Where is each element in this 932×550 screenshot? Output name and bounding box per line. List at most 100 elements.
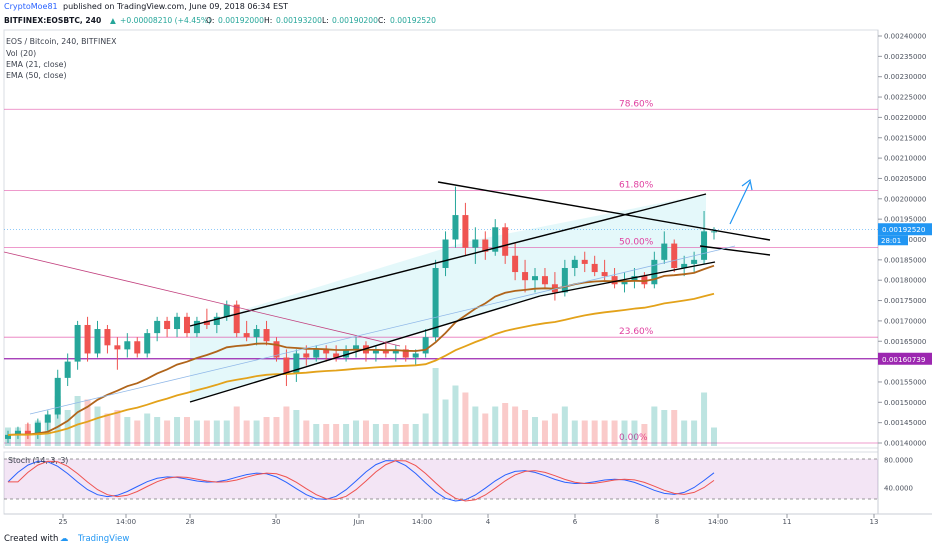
candle-body [183, 316, 190, 334]
volume-bar [611, 420, 618, 446]
volume-bar [402, 424, 409, 446]
volume-bar [661, 410, 668, 446]
time-tick-label: 30 [272, 518, 281, 526]
candle-body [432, 267, 439, 338]
time-tick-label: 14:00 [412, 518, 432, 526]
price-tick-label: 0.00150000 [884, 399, 926, 407]
volume-bar [691, 420, 698, 446]
ema50-line [7, 292, 715, 436]
volume-bar [273, 417, 280, 446]
candle-body [193, 320, 200, 334]
candle-body [382, 349, 389, 354]
volume-bar [631, 420, 638, 446]
price-tick-label: 0.00210000 [884, 155, 926, 163]
price-tick-label: 0.00225000 [884, 94, 926, 102]
volume-bar [134, 420, 141, 446]
volume-bar [621, 420, 628, 446]
pane-overlay [4, 30, 878, 448]
candle-body [104, 329, 111, 346]
volume-bar [154, 417, 161, 446]
wedge-tip-line [699, 245, 771, 256]
volume-bar [492, 406, 499, 446]
volume-bar [711, 427, 717, 446]
footer: Created with ☁ TradingView [0, 528, 932, 550]
price-tick-label: 0.00155000 [884, 378, 926, 386]
price-tick-label: 0.00205000 [884, 175, 926, 183]
candle-body [442, 239, 449, 268]
change-up-icon: ▲ [110, 16, 116, 25]
candle-body [402, 349, 409, 358]
time-tick-label: Jun [353, 518, 365, 526]
candle-body [591, 263, 598, 273]
open-label: O: [206, 16, 215, 25]
volume-bar [283, 406, 290, 446]
candle-body [422, 337, 429, 354]
volume-bar [323, 424, 330, 446]
volume-bar [84, 399, 91, 446]
volume-bar [392, 424, 399, 446]
countdown-label: 28:01 [881, 237, 901, 245]
candle-body [124, 341, 131, 350]
legend-vol[interactable]: Vol (20) [6, 49, 37, 58]
volume-bar [701, 392, 708, 446]
volume-bar [74, 396, 81, 446]
volume-bar [313, 424, 320, 446]
time-tick-label: 6 [573, 518, 578, 526]
downtrend-line [189, 295, 401, 347]
tradingview-brand[interactable]: TradingView [78, 534, 130, 544]
countdown-badge [878, 235, 908, 246]
volume-bar [94, 406, 101, 446]
volume-bar [591, 420, 598, 446]
legend-title: EOS / Bitcoin, 240, BITFINEX [6, 37, 117, 46]
candle-body [691, 259, 698, 264]
low-label: L: [322, 16, 329, 25]
candle-body [263, 329, 270, 342]
legend-ema50[interactable]: EMA (50, close) [6, 71, 67, 80]
candle-body [482, 239, 489, 252]
symbol-text: BITFINEX:EOSBTC, 240 [4, 16, 102, 25]
author-link[interactable]: CryptoMoe81 [4, 2, 58, 11]
volume-bar [253, 420, 260, 446]
candle-body [492, 227, 499, 252]
price-tick-label: 0.00185000 [884, 256, 926, 264]
volume-bar [681, 420, 688, 446]
volume-bar [293, 410, 300, 446]
stoch-tick-label: 40.0000 [884, 485, 913, 493]
candle-body [561, 267, 568, 293]
candle-body [333, 353, 340, 358]
price-tick-label: 0.00220000 [884, 114, 926, 122]
volume-bar [422, 413, 429, 446]
legend-ema21[interactable]: EMA (21, close) [6, 60, 67, 69]
candle-body [74, 324, 81, 362]
high-value: 0.00193200 [276, 16, 322, 25]
open-value: 0.00192000 [218, 16, 264, 25]
candle-body [452, 215, 459, 240]
close-value: 0.00192520 [390, 16, 436, 25]
candle-body [671, 243, 678, 268]
change-text: +0.00008210 (+4.45%) [120, 16, 212, 25]
candle-body [293, 353, 300, 374]
price-tick-label: 0.00240000 [884, 33, 926, 41]
candle-body [94, 329, 101, 354]
stoch-label[interactable]: Stoch (14, 3, 3) [8, 456, 69, 465]
candle-body [701, 231, 708, 260]
volume-bar [462, 392, 469, 446]
candle-body [64, 361, 71, 378]
candle-body [621, 280, 628, 285]
candle-body [134, 341, 141, 354]
time-tick-label: 28 [186, 518, 195, 526]
volume-bar [333, 424, 340, 446]
candle-body [512, 255, 519, 273]
candle-body [611, 276, 618, 285]
price-tick-label: 0.00215000 [884, 134, 926, 142]
axes: 0.00240000 0.00235000 0.00230000 0.00225000… [59, 33, 932, 526]
candle-body [711, 231, 717, 233]
candle-body [462, 215, 469, 248]
volume-bar [641, 424, 648, 446]
candle-body [681, 263, 688, 268]
volume-bar [452, 385, 459, 446]
low-value: 0.00190200 [332, 16, 378, 25]
price-tick-label: 0.00145000 [884, 419, 926, 427]
volume-bar [164, 420, 171, 446]
